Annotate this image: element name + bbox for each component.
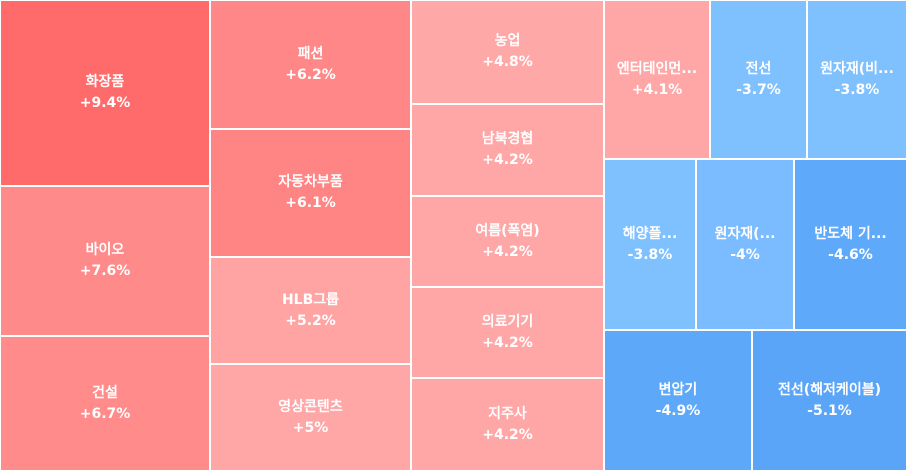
tile-label: 변압기 <box>658 381 698 398</box>
treemap-tile[interactable]: 바이오 +7.6% <box>0 186 210 336</box>
tile-change-value: +4.1% <box>631 81 683 98</box>
tile-change-value: +6.2% <box>285 66 336 83</box>
tile-label: 바이오 <box>85 242 125 258</box>
treemap-tile[interactable]: 전선 -3.7% <box>710 0 807 159</box>
tile-change-value: +7.6% <box>79 263 131 279</box>
tile-label: 전선 <box>745 60 772 77</box>
tile-label: 전선(해저케이블) <box>778 381 881 398</box>
treemap-tile[interactable]: 패션 +6.2% <box>210 0 411 129</box>
treemap-tile[interactable]: 화장품 +9.4% <box>0 0 210 186</box>
tile-change-value: +9.4% <box>79 95 131 111</box>
tile-change-value: +4.2% <box>482 334 533 351</box>
treemap-tile[interactable]: 남북경협 +4.2% <box>411 104 604 196</box>
tile-label: 엔터테인먼... <box>616 60 698 77</box>
tile-label: 해양플... <box>622 225 678 242</box>
tile-label: 자동차부품 <box>278 174 343 190</box>
treemap-tile[interactable]: 엔터테인먼... +4.1% <box>604 0 710 159</box>
tile-label: 건설 <box>92 384 118 401</box>
tile-label: 영상콘텐츠 <box>278 398 343 415</box>
treemap-tile[interactable]: 반도체 기... -4.6% <box>794 159 907 330</box>
treemap-tile[interactable]: 원자재(... -4% <box>696 159 794 330</box>
treemap-tile[interactable]: 자동차부품 +6.1% <box>210 129 411 257</box>
tile-label: 남북경협 <box>481 131 534 147</box>
tile-change-value: +6.1% <box>285 195 336 211</box>
tile-label: 농업 <box>494 33 521 49</box>
treemap-tile[interactable]: 해양플... -3.8% <box>604 159 696 330</box>
tile-label: 패션 <box>297 45 324 62</box>
tile-label: 화장품 <box>85 74 125 90</box>
treemap-tile[interactable]: 전선(해저케이블) -5.1% <box>752 330 907 471</box>
tile-change-value: -4% <box>730 246 760 263</box>
tile-label: 원자재(비... <box>820 60 894 77</box>
tile-change-value: -3.8% <box>834 81 880 98</box>
tile-change-value: +6.7% <box>79 405 131 422</box>
tile-label: HLB그룹 <box>281 291 340 308</box>
tile-change-value: +5.2% <box>285 312 336 329</box>
treemap-tile[interactable]: 건설 +6.7% <box>0 336 210 471</box>
tile-label: 의료기기 <box>481 313 534 330</box>
treemap-tile[interactable]: 변압기 -4.9% <box>604 330 752 471</box>
treemap-tile[interactable]: 지주사 +4.2% <box>411 378 604 471</box>
tile-label: 반도체 기... <box>814 225 887 242</box>
tile-change-value: -4.9% <box>655 402 701 419</box>
tile-label: 원자재(... <box>714 225 776 242</box>
tile-change-value: +4.2% <box>482 152 533 168</box>
tile-label: 지주사 <box>488 405 527 422</box>
tile-change-value: +4.2% <box>482 243 533 260</box>
tile-change-value: -3.7% <box>736 81 781 98</box>
tile-change-value: +4.8% <box>482 54 533 70</box>
tile-change-value: +4.2% <box>482 426 533 443</box>
tile-change-value: -4.6% <box>828 246 873 263</box>
treemap-tile[interactable]: 영상콘텐츠 +5% <box>210 364 411 471</box>
treemap-tile[interactable]: 원자재(비... -3.8% <box>807 0 907 159</box>
tile-change-value: -3.8% <box>627 246 673 263</box>
treemap-tile[interactable]: 농업 +4.8% <box>411 0 604 104</box>
treemap-tile[interactable]: HLB그룹 +5.2% <box>210 257 411 364</box>
treemap-tile[interactable]: 여름(폭염) +4.2% <box>411 196 604 287</box>
treemap-tile[interactable]: 의료기기 +4.2% <box>411 287 604 378</box>
tile-label: 여름(폭염) <box>475 222 540 239</box>
tile-change-value: +5% <box>292 419 329 436</box>
tile-change-value: -5.1% <box>807 402 852 419</box>
